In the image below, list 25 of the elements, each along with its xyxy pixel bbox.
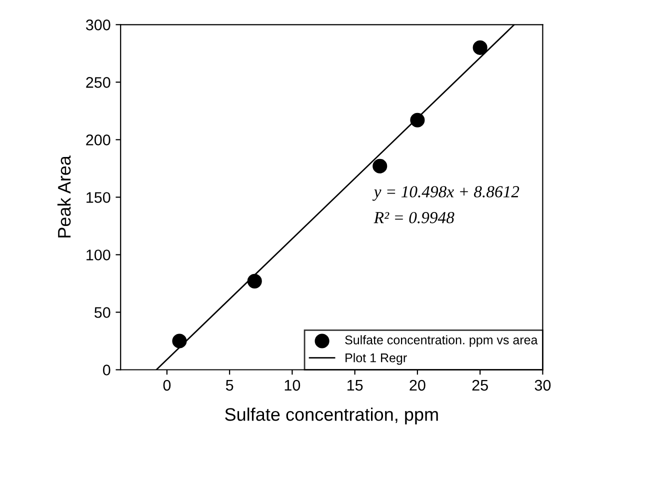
y-tick-label: 300 bbox=[86, 20, 110, 30]
x-axis-title: Sulfate concentration, ppm bbox=[225, 408, 438, 424]
point bbox=[472, 40, 488, 55]
y-tick-label: 200 bbox=[86, 134, 110, 146]
x-tick-label: 5 bbox=[226, 380, 234, 391]
point bbox=[172, 334, 187, 348]
y-tick-label: 100 bbox=[86, 250, 110, 260]
y-tick-label: 50 bbox=[94, 307, 110, 318]
point bbox=[247, 274, 262, 288]
legend-label: Sulfate concentration. ppm vs area bbox=[345, 335, 538, 347]
annotation: R² = 0.9948 bbox=[374, 212, 454, 224]
x-tick-label: 15 bbox=[347, 380, 363, 391]
x-tick-label: 0 bbox=[163, 380, 171, 391]
x-tick-label: 30 bbox=[534, 380, 551, 391]
annotation: y = 10.498x + 8.8612 bbox=[372, 186, 520, 201]
x-tick-label: 25 bbox=[472, 380, 488, 391]
x-tick-label: 10 bbox=[284, 380, 300, 391]
y-axis-title: Peak Area bbox=[57, 156, 71, 238]
legend-label: Plot 1 Regr bbox=[346, 353, 407, 365]
y-tick-label: 250 bbox=[86, 77, 110, 88]
y-tick-label: 150 bbox=[86, 192, 110, 203]
point bbox=[372, 158, 388, 174]
y-tick-label: 0 bbox=[102, 364, 110, 376]
x-tick-label: 20 bbox=[410, 380, 426, 391]
point bbox=[410, 112, 425, 128]
